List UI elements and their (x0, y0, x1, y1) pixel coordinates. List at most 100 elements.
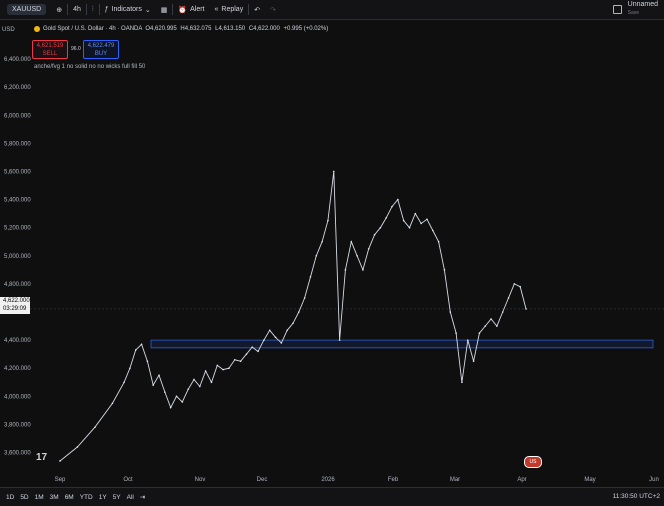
buy-button[interactable]: 4,622.479 BUY (83, 40, 119, 59)
price-point (123, 381, 125, 384)
range-1y[interactable]: 1Y (98, 493, 107, 501)
price-point (134, 349, 137, 351)
y-tick-label: 6,000.000 (4, 113, 31, 119)
buy-price: 4,622.479 (87, 43, 115, 49)
x-tick-label: Oct (123, 477, 133, 483)
undo-icon[interactable]: ↶ (254, 6, 261, 14)
price-point (309, 276, 312, 278)
redo-icon[interactable]: ↷ (270, 6, 276, 14)
sync-checkbox[interactable] (612, 4, 622, 14)
last-price: 4,622.000 (3, 298, 30, 304)
price-point (129, 367, 131, 370)
price-point (59, 460, 61, 462)
range-3m[interactable]: 3M (49, 493, 59, 501)
range-5d[interactable]: 5D (20, 493, 29, 501)
price-point (443, 269, 446, 271)
price-point (350, 240, 353, 243)
price-point (501, 311, 504, 313)
price-point (193, 378, 195, 381)
price-point (210, 381, 213, 384)
chart-legend: Gold Spot / U.S. Dollar · 4h · OANDA O4,… (34, 26, 330, 32)
bar-countdown: 03:29:09 (3, 306, 27, 312)
alert-button[interactable]: ⏰ Alert (173, 0, 209, 19)
price-point (432, 229, 434, 232)
x-tick-label: Dec (257, 477, 268, 483)
y-tick-label: 4,400.000 (4, 338, 31, 344)
price-point (187, 388, 189, 391)
buy-label: BUY (94, 51, 108, 57)
price-point (397, 198, 399, 201)
price-point (414, 212, 417, 215)
high-value: H4,632.075 (180, 26, 212, 32)
price-point (169, 406, 172, 409)
price-point (222, 368, 224, 371)
y-tick-label: 5,600.000 (4, 169, 31, 175)
replay-icon: « (214, 6, 219, 13)
legend-title: Gold Spot / U.S. Dollar · 4h · OANDA (43, 26, 143, 32)
x-tick-label: Jun (649, 477, 659, 483)
fvg-zone (150, 339, 654, 349)
indicators-label: Indicators (111, 6, 142, 13)
range-1m[interactable]: 1M (34, 493, 44, 501)
y-tick-label: 4,800.000 (4, 282, 31, 288)
compare-icon[interactable]: ⊕ (56, 6, 63, 14)
price-point (158, 374, 160, 377)
y-tick-label: 6,200.000 (4, 85, 31, 91)
range-1d[interactable]: 1D (6, 493, 15, 501)
range-ytd[interactable]: YTD (79, 493, 93, 501)
chart-type-icon[interactable]: ⫶ (91, 5, 94, 13)
price-point (239, 360, 242, 362)
price-point (367, 247, 370, 250)
symbol-label: XAUUSD (7, 4, 47, 15)
symbol-search-button[interactable]: XAUUSD (0, 0, 51, 19)
range-all[interactable]: All (126, 493, 134, 501)
close-value: C4,622.000 (248, 26, 280, 32)
replay-label: Replay (221, 6, 244, 13)
bottom-toolbar: 1D 5D 1M 3M 6M YTD 1Y 5Y All ⇥ 11:30:50 … (0, 487, 664, 506)
x-tick-label: Apr (517, 477, 526, 483)
price-point (513, 283, 516, 285)
price-point (303, 297, 306, 299)
price-point (111, 402, 114, 405)
sell-button[interactable]: 4,621.519 SELL (32, 40, 68, 59)
x-tick-label: Sep (55, 477, 66, 483)
price-point (362, 269, 364, 271)
currency-label: USD (2, 27, 15, 33)
price-point (140, 343, 143, 346)
tradingview-logo[interactable]: 17 (36, 452, 48, 463)
top-toolbar: XAUUSD ⊕ 4h ⫶ ƒ Indicators ⌄ ▦ ⏰ Alert «… (0, 0, 664, 20)
sell-label: SELL (42, 51, 58, 57)
price-point (385, 217, 388, 219)
price-point (321, 240, 323, 243)
price-point (286, 329, 288, 332)
indicator-legend[interactable]: anche/fvg 1 no solid no no wicks full fi… (34, 64, 146, 70)
price-point (344, 269, 347, 271)
date-range-icon[interactable]: ⇥ (139, 494, 146, 501)
chevron-down-icon: ⌄ (144, 6, 151, 14)
range-6m[interactable]: 6M (64, 493, 74, 501)
price-point (181, 401, 184, 403)
layouts-icon[interactable]: ▦ (160, 6, 168, 14)
indicators-button[interactable]: ƒ Indicators ⌄ (100, 0, 156, 19)
replay-button[interactable]: « Replay (210, 0, 249, 19)
price-point (519, 285, 521, 288)
price-point (455, 332, 457, 334)
price-chart[interactable]: 6,400.000 6,200.000 6,000.000 5,800.000 5,60… (0, 20, 664, 487)
y-tick-label: 6,400.000 (4, 57, 31, 63)
toolbar-divider (85, 4, 87, 15)
interval-button[interactable]: 4h (68, 0, 86, 19)
price-point (245, 353, 248, 355)
range-5y[interactable]: 5Y (112, 493, 121, 501)
y-tick-label: 5,400.000 (4, 198, 31, 204)
price-point (496, 325, 498, 327)
price-point (327, 219, 329, 222)
layout-name-button[interactable]: Unnamed Save (628, 1, 658, 17)
economic-event-icon[interactable]: US (524, 456, 542, 468)
y-tick-label: 5,000.000 (4, 254, 31, 260)
price-point (507, 297, 510, 299)
price-point (292, 322, 294, 325)
x-tick-label: 2026 (321, 477, 335, 483)
price-point (199, 385, 201, 388)
y-tick-label: 5,200.000 (4, 226, 31, 232)
price-point (298, 311, 300, 313)
